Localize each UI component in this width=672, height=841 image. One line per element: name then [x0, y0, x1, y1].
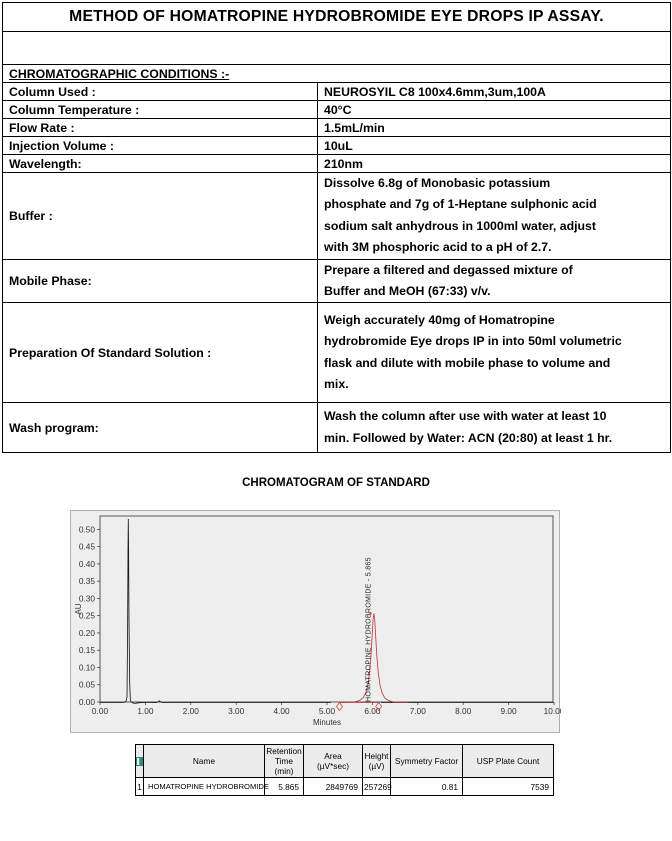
svg-text:7.00: 7.00	[410, 706, 427, 716]
svg-text:0.00: 0.00	[92, 706, 109, 716]
svg-text:8.00: 8.00	[455, 706, 472, 716]
svg-text:3.00: 3.00	[228, 706, 245, 716]
svg-text:2.00: 2.00	[183, 706, 200, 716]
svg-text:0.05: 0.05	[79, 680, 96, 690]
svg-text:10.00: 10.00	[544, 706, 561, 716]
svg-text:Minutes: Minutes	[313, 718, 341, 727]
svg-text:0.20: 0.20	[79, 628, 96, 638]
svg-text:0.45: 0.45	[79, 542, 96, 552]
svg-text:9.00: 9.00	[501, 706, 518, 716]
svg-text:0.15: 0.15	[79, 645, 96, 655]
svg-text:6.00: 6.00	[364, 706, 381, 716]
svg-text:5.00: 5.00	[319, 706, 336, 716]
svg-text:1.00: 1.00	[137, 706, 154, 716]
svg-text:0.50: 0.50	[79, 524, 96, 534]
svg-text:0.30: 0.30	[79, 593, 96, 603]
svg-text:0.35: 0.35	[79, 576, 96, 586]
svg-text:4.00: 4.00	[274, 706, 291, 716]
svg-text:AU: AU	[74, 603, 83, 614]
svg-text:HOMATROPINE HYDROBROMIDE - 5.8: HOMATROPINE HYDROBROMIDE - 5.865	[366, 557, 373, 702]
svg-text:0.10: 0.10	[79, 663, 96, 673]
svg-text:0.40: 0.40	[79, 559, 96, 569]
